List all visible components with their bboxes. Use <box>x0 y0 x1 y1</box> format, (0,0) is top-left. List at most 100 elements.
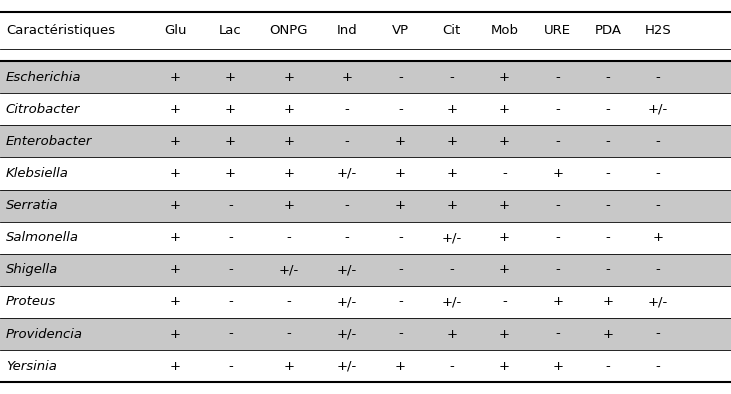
Text: -: - <box>502 296 507 309</box>
Text: +: + <box>224 71 236 84</box>
Text: -: - <box>398 263 403 276</box>
Text: +: + <box>395 360 406 373</box>
Text: -: - <box>606 360 610 373</box>
Bar <box>0 93 731 125</box>
Text: +: + <box>499 71 510 84</box>
Text: +: + <box>170 231 181 244</box>
Text: -: - <box>502 167 507 180</box>
Text: -: - <box>606 167 610 180</box>
Text: Yersinia: Yersinia <box>6 360 57 373</box>
Text: -: - <box>228 327 232 340</box>
Text: +: + <box>224 167 236 180</box>
Text: Lac: Lac <box>219 24 242 37</box>
Text: +/-: +/- <box>337 167 357 180</box>
Text: +: + <box>652 231 664 244</box>
Text: +: + <box>170 199 181 212</box>
Text: -: - <box>556 327 560 340</box>
Text: -: - <box>556 103 560 116</box>
Text: +/-: +/- <box>279 263 299 276</box>
Text: Mob: Mob <box>491 24 518 37</box>
Text: -: - <box>556 199 560 212</box>
Text: -: - <box>228 360 232 373</box>
Text: +/-: +/- <box>648 296 668 309</box>
Text: -: - <box>287 231 291 244</box>
Text: +: + <box>602 296 614 309</box>
Text: -: - <box>606 199 610 212</box>
Text: -: - <box>228 263 232 276</box>
Text: +: + <box>283 360 295 373</box>
Text: -: - <box>606 103 610 116</box>
Text: +/-: +/- <box>442 296 462 309</box>
Text: +: + <box>446 135 458 148</box>
Text: +: + <box>499 135 510 148</box>
Text: -: - <box>345 231 349 244</box>
Text: +: + <box>224 135 236 148</box>
Text: -: - <box>656 360 660 373</box>
Text: -: - <box>398 296 403 309</box>
Bar <box>0 318 731 350</box>
Text: -: - <box>606 231 610 244</box>
Text: +: + <box>395 199 406 212</box>
Text: -: - <box>228 231 232 244</box>
Text: +: + <box>224 103 236 116</box>
Text: +: + <box>499 327 510 340</box>
Text: -: - <box>398 327 403 340</box>
Text: Caractéristiques: Caractéristiques <box>6 24 115 37</box>
Text: -: - <box>656 327 660 340</box>
Text: Salmonella: Salmonella <box>6 231 79 244</box>
Text: ONPG: ONPG <box>270 24 308 37</box>
Text: +: + <box>446 199 458 212</box>
Text: -: - <box>398 103 403 116</box>
Text: +/-: +/- <box>337 327 357 340</box>
Text: Shigella: Shigella <box>6 263 58 276</box>
Text: URE: URE <box>545 24 571 37</box>
Text: +: + <box>283 199 295 212</box>
Text: +: + <box>283 71 295 84</box>
Text: -: - <box>287 296 291 309</box>
Text: -: - <box>556 71 560 84</box>
Text: -: - <box>450 263 454 276</box>
Bar <box>0 221 731 254</box>
Text: -: - <box>656 135 660 148</box>
Text: +: + <box>552 167 564 180</box>
Text: -: - <box>345 135 349 148</box>
Text: +/-: +/- <box>337 263 357 276</box>
Text: -: - <box>450 71 454 84</box>
Text: +: + <box>170 360 181 373</box>
Bar <box>0 350 731 382</box>
Bar <box>0 12 731 49</box>
Text: +: + <box>499 231 510 244</box>
Text: -: - <box>606 71 610 84</box>
Text: VP: VP <box>392 24 409 37</box>
Text: -: - <box>398 231 403 244</box>
Text: +: + <box>170 296 181 309</box>
Text: -: - <box>345 199 349 212</box>
Text: Proteus: Proteus <box>6 296 56 309</box>
Text: +: + <box>341 71 353 84</box>
Text: +: + <box>602 327 614 340</box>
Text: Serratia: Serratia <box>6 199 58 212</box>
Text: -: - <box>398 71 403 84</box>
Text: Citrobacter: Citrobacter <box>6 103 80 116</box>
Text: -: - <box>606 263 610 276</box>
Text: -: - <box>656 71 660 84</box>
Text: Ind: Ind <box>337 24 357 37</box>
Text: +: + <box>552 296 564 309</box>
Text: Providencia: Providencia <box>6 327 83 340</box>
Text: +: + <box>499 199 510 212</box>
Text: +: + <box>446 167 458 180</box>
Text: +: + <box>170 135 181 148</box>
Text: -: - <box>556 135 560 148</box>
Bar <box>0 125 731 158</box>
Text: +: + <box>283 103 295 116</box>
Text: +: + <box>499 263 510 276</box>
Text: +: + <box>395 135 406 148</box>
Text: +: + <box>283 135 295 148</box>
Text: -: - <box>556 231 560 244</box>
Text: -: - <box>656 199 660 212</box>
Text: +: + <box>170 327 181 340</box>
Text: H2S: H2S <box>645 24 671 37</box>
Text: -: - <box>656 263 660 276</box>
Bar <box>0 157 731 190</box>
Text: +: + <box>395 167 406 180</box>
